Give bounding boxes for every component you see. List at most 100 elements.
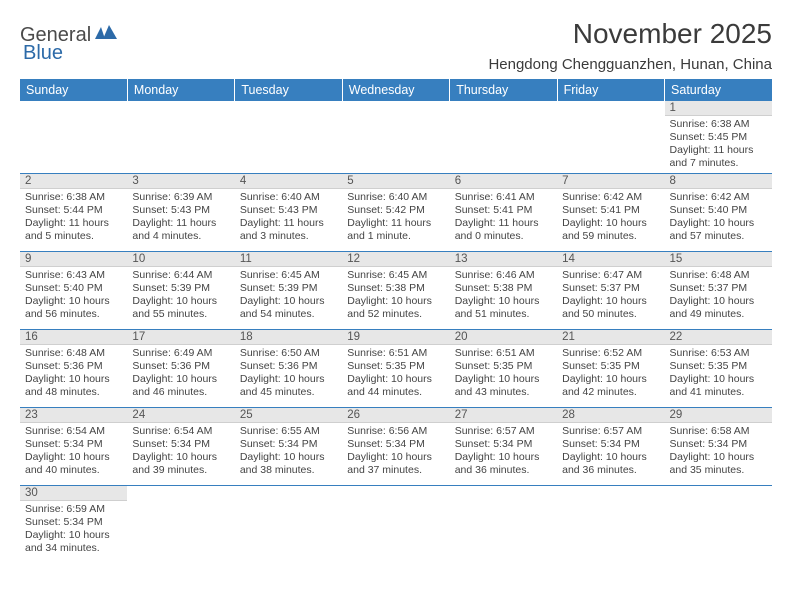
day-number: 15	[665, 252, 772, 267]
day-number: 12	[342, 252, 449, 267]
day-details: Sunrise: 6:38 AMSunset: 5:45 PMDaylight:…	[665, 116, 772, 173]
calendar-cell: 28Sunrise: 6:57 AMSunset: 5:34 PMDayligh…	[557, 407, 664, 485]
calendar-cell	[557, 485, 664, 563]
calendar-cell: 26Sunrise: 6:56 AMSunset: 5:34 PMDayligh…	[342, 407, 449, 485]
day-number: 29	[665, 408, 772, 423]
day-details: Sunrise: 6:53 AMSunset: 5:35 PMDaylight:…	[665, 345, 772, 402]
day-details: Sunrise: 6:59 AMSunset: 5:34 PMDaylight:…	[20, 501, 127, 558]
calendar-cell: 10Sunrise: 6:44 AMSunset: 5:39 PMDayligh…	[127, 251, 234, 329]
day-number: 6	[450, 174, 557, 189]
day-number: 19	[342, 330, 449, 345]
day-details: Sunrise: 6:38 AMSunset: 5:44 PMDaylight:…	[20, 189, 127, 246]
weekday-header: Tuesday	[235, 79, 342, 101]
calendar-cell: 6Sunrise: 6:41 AMSunset: 5:41 PMDaylight…	[450, 173, 557, 251]
day-number: 2	[20, 174, 127, 189]
calendar-week: 23Sunrise: 6:54 AMSunset: 5:34 PMDayligh…	[20, 407, 772, 485]
day-number: 18	[235, 330, 342, 345]
calendar-cell: 9Sunrise: 6:43 AMSunset: 5:40 PMDaylight…	[20, 251, 127, 329]
calendar-cell: 25Sunrise: 6:55 AMSunset: 5:34 PMDayligh…	[235, 407, 342, 485]
day-number: 9	[20, 252, 127, 267]
day-details: Sunrise: 6:45 AMSunset: 5:39 PMDaylight:…	[235, 267, 342, 324]
calendar-cell: 19Sunrise: 6:51 AMSunset: 5:35 PMDayligh…	[342, 329, 449, 407]
calendar-cell: 22Sunrise: 6:53 AMSunset: 5:35 PMDayligh…	[665, 329, 772, 407]
calendar-cell	[342, 101, 449, 173]
calendar-week: 1Sunrise: 6:38 AMSunset: 5:45 PMDaylight…	[20, 101, 772, 173]
logo-sub: Blue	[23, 42, 63, 65]
day-details: Sunrise: 6:42 AMSunset: 5:41 PMDaylight:…	[557, 189, 664, 246]
calendar-table: SundayMondayTuesdayWednesdayThursdayFrid…	[20, 79, 772, 563]
day-details: Sunrise: 6:44 AMSunset: 5:39 PMDaylight:…	[127, 267, 234, 324]
weekday-header: Sunday	[20, 79, 127, 101]
day-number: 25	[235, 408, 342, 423]
day-number: 13	[450, 252, 557, 267]
flag-icon	[95, 25, 117, 46]
calendar-cell	[665, 485, 772, 563]
calendar-cell: 5Sunrise: 6:40 AMSunset: 5:42 PMDaylight…	[342, 173, 449, 251]
day-number: 28	[557, 408, 664, 423]
day-details: Sunrise: 6:50 AMSunset: 5:36 PMDaylight:…	[235, 345, 342, 402]
calendar-cell	[342, 485, 449, 563]
day-number: 17	[127, 330, 234, 345]
calendar-header-row: SundayMondayTuesdayWednesdayThursdayFrid…	[20, 79, 772, 101]
calendar-week: 9Sunrise: 6:43 AMSunset: 5:40 PMDaylight…	[20, 251, 772, 329]
calendar-cell: 2Sunrise: 6:38 AMSunset: 5:44 PMDaylight…	[20, 173, 127, 251]
day-details: Sunrise: 6:43 AMSunset: 5:40 PMDaylight:…	[20, 267, 127, 324]
logo-text-blue: Blue	[23, 42, 63, 64]
day-details: Sunrise: 6:58 AMSunset: 5:34 PMDaylight:…	[665, 423, 772, 480]
calendar-cell: 1Sunrise: 6:38 AMSunset: 5:45 PMDaylight…	[665, 101, 772, 173]
calendar-cell	[20, 101, 127, 173]
day-details: Sunrise: 6:45 AMSunset: 5:38 PMDaylight:…	[342, 267, 449, 324]
location: Hengdong Chengguanzhen, Hunan, China	[488, 56, 772, 73]
day-number: 14	[557, 252, 664, 267]
calendar-cell: 24Sunrise: 6:54 AMSunset: 5:34 PMDayligh…	[127, 407, 234, 485]
day-number: 3	[127, 174, 234, 189]
calendar-cell: 27Sunrise: 6:57 AMSunset: 5:34 PMDayligh…	[450, 407, 557, 485]
day-details: Sunrise: 6:48 AMSunset: 5:37 PMDaylight:…	[665, 267, 772, 324]
day-details: Sunrise: 6:55 AMSunset: 5:34 PMDaylight:…	[235, 423, 342, 480]
header: General November 2025 Hengdong Chengguan…	[20, 18, 772, 75]
day-number: 23	[20, 408, 127, 423]
day-details: Sunrise: 6:56 AMSunset: 5:34 PMDaylight:…	[342, 423, 449, 480]
day-number: 11	[235, 252, 342, 267]
day-details: Sunrise: 6:39 AMSunset: 5:43 PMDaylight:…	[127, 189, 234, 246]
calendar-cell	[557, 101, 664, 173]
day-number: 10	[127, 252, 234, 267]
calendar-cell: 11Sunrise: 6:45 AMSunset: 5:39 PMDayligh…	[235, 251, 342, 329]
day-details: Sunrise: 6:40 AMSunset: 5:43 PMDaylight:…	[235, 189, 342, 246]
calendar-cell: 8Sunrise: 6:42 AMSunset: 5:40 PMDaylight…	[665, 173, 772, 251]
calendar-cell	[127, 101, 234, 173]
day-details: Sunrise: 6:51 AMSunset: 5:35 PMDaylight:…	[450, 345, 557, 402]
calendar-cell: 14Sunrise: 6:47 AMSunset: 5:37 PMDayligh…	[557, 251, 664, 329]
weekday-header: Saturday	[665, 79, 772, 101]
day-number: 16	[20, 330, 127, 345]
weekday-header: Friday	[557, 79, 664, 101]
calendar-cell	[235, 101, 342, 173]
day-number: 1	[665, 101, 772, 116]
calendar-cell: 4Sunrise: 6:40 AMSunset: 5:43 PMDaylight…	[235, 173, 342, 251]
calendar-cell	[450, 485, 557, 563]
day-details: Sunrise: 6:51 AMSunset: 5:35 PMDaylight:…	[342, 345, 449, 402]
day-number: 30	[20, 486, 127, 501]
day-number: 20	[450, 330, 557, 345]
calendar-cell: 15Sunrise: 6:48 AMSunset: 5:37 PMDayligh…	[665, 251, 772, 329]
calendar-cell: 13Sunrise: 6:46 AMSunset: 5:38 PMDayligh…	[450, 251, 557, 329]
weekday-header: Thursday	[450, 79, 557, 101]
day-details: Sunrise: 6:52 AMSunset: 5:35 PMDaylight:…	[557, 345, 664, 402]
calendar-cell: 7Sunrise: 6:42 AMSunset: 5:41 PMDaylight…	[557, 173, 664, 251]
calendar-cell: 17Sunrise: 6:49 AMSunset: 5:36 PMDayligh…	[127, 329, 234, 407]
day-details: Sunrise: 6:42 AMSunset: 5:40 PMDaylight:…	[665, 189, 772, 246]
day-number: 4	[235, 174, 342, 189]
weekday-header: Monday	[127, 79, 234, 101]
day-number: 24	[127, 408, 234, 423]
day-number: 22	[665, 330, 772, 345]
day-number: 26	[342, 408, 449, 423]
day-details: Sunrise: 6:57 AMSunset: 5:34 PMDaylight:…	[557, 423, 664, 480]
day-number: 7	[557, 174, 664, 189]
title-block: November 2025 Hengdong Chengguanzhen, Hu…	[488, 18, 772, 75]
calendar-body: 1Sunrise: 6:38 AMSunset: 5:45 PMDaylight…	[20, 101, 772, 563]
calendar-cell	[127, 485, 234, 563]
day-details: Sunrise: 6:48 AMSunset: 5:36 PMDaylight:…	[20, 345, 127, 402]
calendar-cell: 30Sunrise: 6:59 AMSunset: 5:34 PMDayligh…	[20, 485, 127, 563]
day-details: Sunrise: 6:49 AMSunset: 5:36 PMDaylight:…	[127, 345, 234, 402]
calendar-cell	[450, 101, 557, 173]
